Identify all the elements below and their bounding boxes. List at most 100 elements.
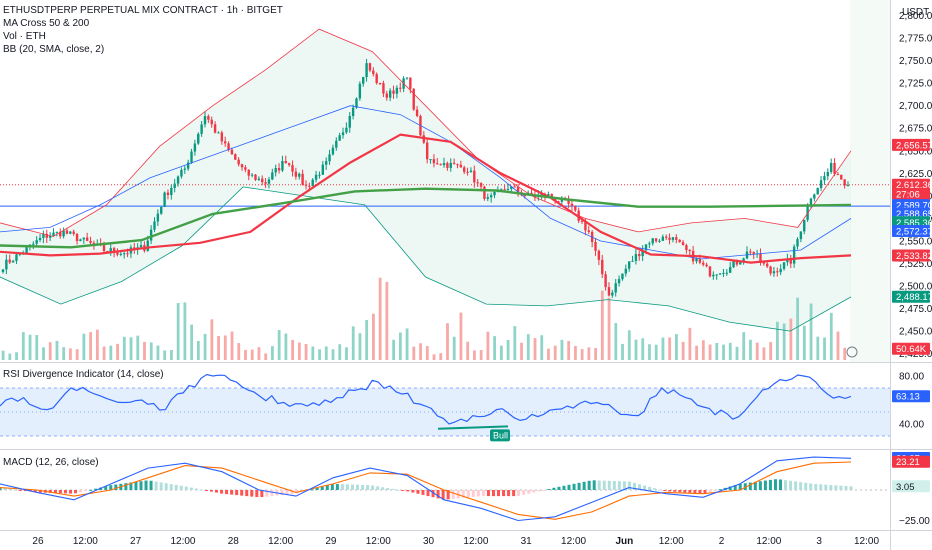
volume-bar <box>149 342 153 360</box>
volume-bar <box>244 350 247 360</box>
price-badge <box>892 249 930 262</box>
candle-body <box>388 90 392 98</box>
candle-body <box>163 192 166 207</box>
volume-bar <box>163 350 167 360</box>
volume-bar <box>358 333 362 360</box>
candle-body <box>668 237 671 240</box>
macd-histogram-bar <box>451 490 455 499</box>
candle-body <box>473 170 476 183</box>
candle-body <box>661 236 665 241</box>
volume-bar <box>156 345 160 360</box>
candle-body <box>766 263 769 267</box>
candle-body <box>314 174 318 180</box>
candle-body <box>318 174 321 176</box>
macd-histogram-bar <box>572 483 576 490</box>
macd-histogram-bar <box>834 485 838 490</box>
candle-body <box>695 258 698 262</box>
macd-histogram-bar <box>446 490 450 500</box>
candle-body <box>331 147 335 155</box>
macd-histogram-bar <box>592 480 596 490</box>
candle-body <box>601 259 604 275</box>
candle-body <box>308 185 311 187</box>
candle-body <box>479 183 483 187</box>
candle-body <box>840 174 843 180</box>
volume-bar <box>102 346 106 360</box>
candle-body <box>247 169 250 176</box>
macd-badge <box>892 480 930 493</box>
rsi-legend[interactable]: RSI Divergence Indicator (14, close) <box>3 369 164 380</box>
volume-bar <box>365 319 369 360</box>
macd-histogram-bar <box>703 490 707 494</box>
candle-body <box>362 77 365 84</box>
indicator-bb[interactable]: BB (20, SMA, close, 2) <box>3 44 105 55</box>
volume-bar <box>695 345 699 360</box>
symbol-title[interactable]: ETHUSDTPERP PERPETUAL MIX CONTRACT · 1h … <box>3 5 283 16</box>
volume-bar <box>614 323 618 360</box>
macd-legend[interactable]: MACD (12, 26, close) <box>3 457 99 468</box>
candle-body <box>597 250 601 260</box>
macd-histogram-bar <box>768 479 772 490</box>
macd-histogram-bar <box>602 480 606 490</box>
macd-histogram-bar <box>310 489 314 491</box>
volume-bar <box>331 349 335 360</box>
candle-body <box>803 219 806 232</box>
candle-body <box>102 245 106 252</box>
candle-body <box>779 268 782 273</box>
macd-histogram-bar <box>512 490 516 497</box>
price-badge <box>892 290 930 303</box>
volume-bar <box>728 342 732 360</box>
volume-bar <box>506 339 510 360</box>
volume-bar <box>284 333 288 360</box>
macd-histogram-bar <box>497 490 501 497</box>
candle-body <box>604 274 607 288</box>
volume-bar <box>230 331 234 360</box>
volume-bar <box>419 343 422 360</box>
volume-bar <box>796 297 800 360</box>
price-tick: 2,775.00 <box>899 34 932 45</box>
macd-histogram-bar <box>406 490 410 492</box>
macd-badge-label: 23.21 <box>896 457 920 468</box>
candle-body <box>786 258 789 263</box>
price-badge <box>892 187 930 200</box>
volume-bar <box>567 341 571 360</box>
candle-body <box>65 230 69 234</box>
price-badge-label: 2,572.37 <box>896 226 932 237</box>
candle-body <box>234 154 237 160</box>
macd-histogram-bar <box>260 490 264 498</box>
time-label: 30 <box>423 536 435 547</box>
candle-body <box>627 261 631 269</box>
volume-bar <box>560 339 564 360</box>
candle-body <box>486 197 489 199</box>
volume-bar <box>634 339 638 360</box>
currency-label: USDT <box>902 7 930 18</box>
indicator-ma-cross[interactable]: MA Cross 50 & 200 <box>3 18 90 29</box>
volume-bar <box>432 354 436 360</box>
candle-body <box>173 183 176 188</box>
price-tick: 2,700.00 <box>899 101 932 112</box>
price-badge-label: 2,533.82 <box>896 251 932 262</box>
macd-histogram-bar <box>134 481 138 490</box>
macd-histogram-bar <box>290 490 294 495</box>
candle-body <box>48 235 52 238</box>
candle-body <box>55 231 59 233</box>
rsi-tick: 80.00 <box>899 372 924 383</box>
macd-histogram-bar <box>683 490 687 493</box>
candle-body <box>836 174 840 176</box>
volume-bar <box>271 346 274 360</box>
volume-bar <box>675 334 678 360</box>
macd-histogram-bar <box>74 490 78 494</box>
time-label: 31 <box>521 536 533 547</box>
macd-histogram-bar <box>255 490 259 498</box>
candle-body <box>200 124 203 134</box>
volume-bar <box>547 348 550 360</box>
macd-histogram-bar <box>0 487 2 490</box>
volume-bar <box>802 325 806 360</box>
macd-histogram-bar <box>159 482 163 490</box>
indicator-volume[interactable]: Vol · ETH <box>3 31 46 42</box>
macd-histogram-bar <box>164 483 168 490</box>
macd-histogram-bar <box>94 488 98 490</box>
time-label: 12:00 <box>756 536 781 547</box>
candle-body <box>617 279 621 284</box>
candle-body <box>210 119 213 125</box>
